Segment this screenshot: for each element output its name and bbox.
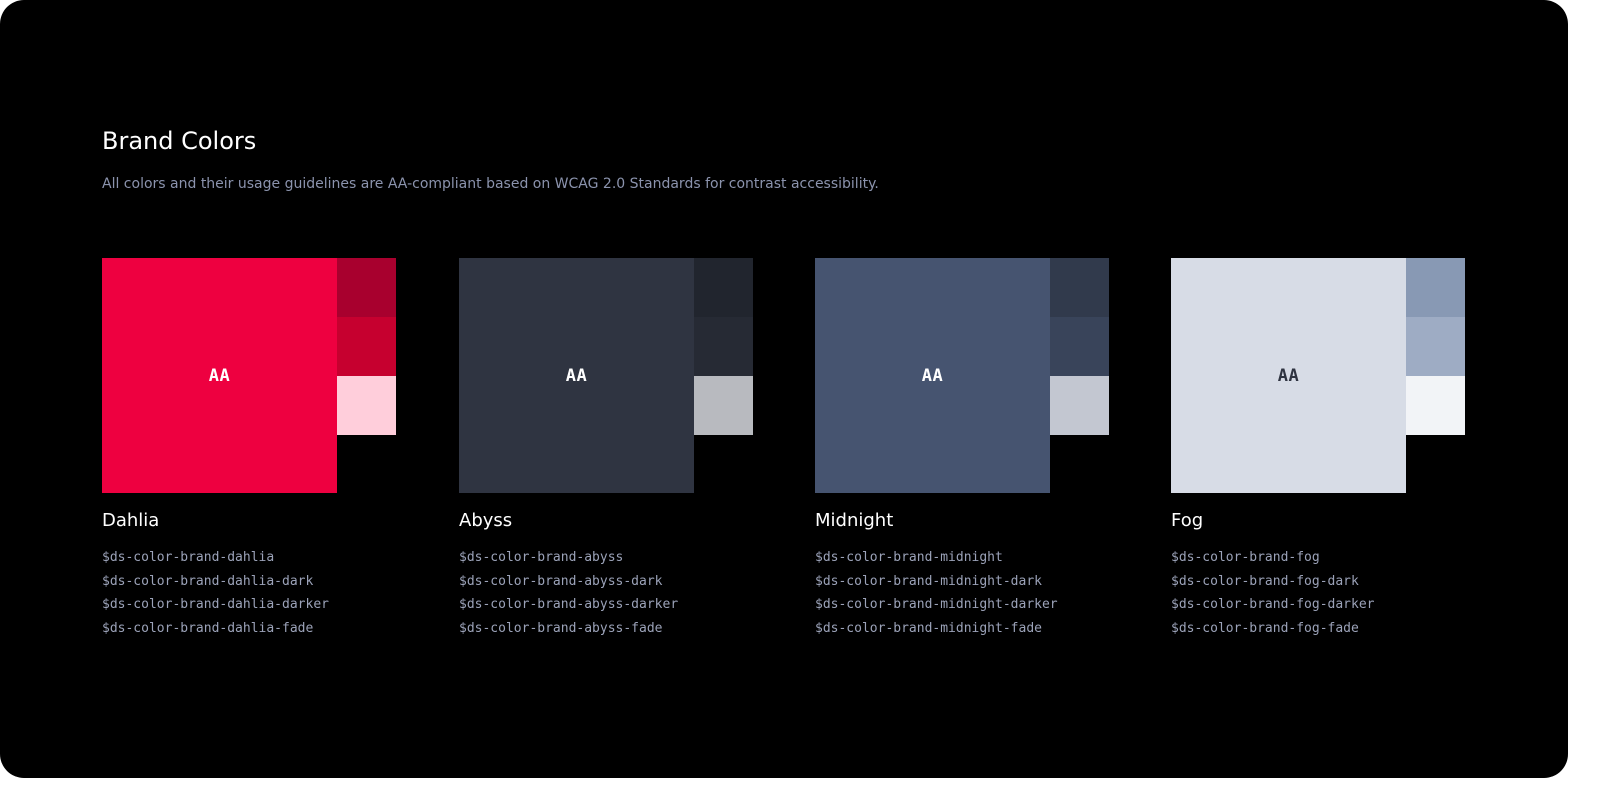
- swatch-fade[interactable]: [1050, 376, 1109, 435]
- token[interactable]: $ds-color-brand-midnight-fade: [815, 620, 1042, 636]
- swatch-dark[interactable]: [1406, 258, 1465, 317]
- swatch-fade[interactable]: [694, 376, 753, 435]
- token[interactable]: $ds-color-brand-fog-darker: [1171, 597, 1375, 612]
- color-name: Dahlia: [102, 510, 160, 531]
- aa-badge: AA: [1277, 365, 1300, 386]
- color-name: Fog: [1171, 510, 1204, 531]
- token[interactable]: $ds-color-brand-midnight-dark: [815, 573, 1042, 589]
- token-list: $ds-color-brand-dahlia $ds-color-brand-d…: [102, 546, 329, 640]
- page-subtitle: All colors and their usage guidelines ar…: [102, 176, 879, 192]
- token-list: $ds-color-brand-fog $ds-color-brand-fog-…: [1171, 546, 1375, 640]
- token-list: $ds-color-brand-abyss $ds-color-brand-ab…: [459, 546, 678, 640]
- swatch-dark[interactable]: [694, 258, 753, 317]
- token[interactable]: $ds-color-brand-midnight-darker: [815, 597, 1058, 612]
- swatch-fade[interactable]: [337, 376, 396, 435]
- swatch-main[interactable]: AA: [102, 258, 337, 493]
- token[interactable]: $ds-color-brand-dahlia-dark: [102, 573, 314, 589]
- aa-badge: AA: [565, 365, 588, 386]
- brand-colors-panel: Brand Colors All colors and their usage …: [0, 0, 1568, 778]
- token[interactable]: $ds-color-brand-dahlia-darker: [102, 597, 329, 612]
- token[interactable]: $ds-color-brand-fog-fade: [1171, 620, 1359, 636]
- aa-badge: AA: [208, 365, 231, 386]
- aa-badge: AA: [921, 365, 944, 386]
- token[interactable]: $ds-color-brand-abyss-dark: [459, 573, 663, 589]
- token[interactable]: $ds-color-brand-midnight: [815, 550, 1003, 565]
- swatch-darker[interactable]: [337, 317, 396, 376]
- swatch-dark[interactable]: [337, 258, 396, 317]
- color-name: Midnight: [815, 510, 894, 531]
- token[interactable]: $ds-color-brand-abyss: [459, 550, 624, 565]
- swatch-dark[interactable]: [1050, 258, 1109, 317]
- page-title: Brand Colors: [102, 127, 257, 155]
- token[interactable]: $ds-color-brand-abyss-fade: [459, 620, 663, 636]
- token[interactable]: $ds-color-brand-abyss-darker: [459, 597, 679, 612]
- color-name: Abyss: [459, 510, 513, 531]
- token[interactable]: $ds-color-brand-fog-dark: [1171, 573, 1359, 589]
- swatch-fade[interactable]: [1406, 376, 1465, 435]
- swatch-darker[interactable]: [1406, 317, 1465, 376]
- token[interactable]: $ds-color-brand-fog: [1171, 550, 1320, 565]
- swatch-darker[interactable]: [1050, 317, 1109, 376]
- swatch-main[interactable]: AA: [459, 258, 694, 493]
- swatch-main[interactable]: AA: [815, 258, 1050, 493]
- swatch-darker[interactable]: [694, 317, 753, 376]
- token[interactable]: $ds-color-brand-dahlia: [102, 550, 275, 565]
- swatch-main[interactable]: AA: [1171, 258, 1406, 493]
- token-list: $ds-color-brand-midnight $ds-color-brand…: [815, 546, 1058, 640]
- token[interactable]: $ds-color-brand-dahlia-fade: [102, 620, 314, 636]
